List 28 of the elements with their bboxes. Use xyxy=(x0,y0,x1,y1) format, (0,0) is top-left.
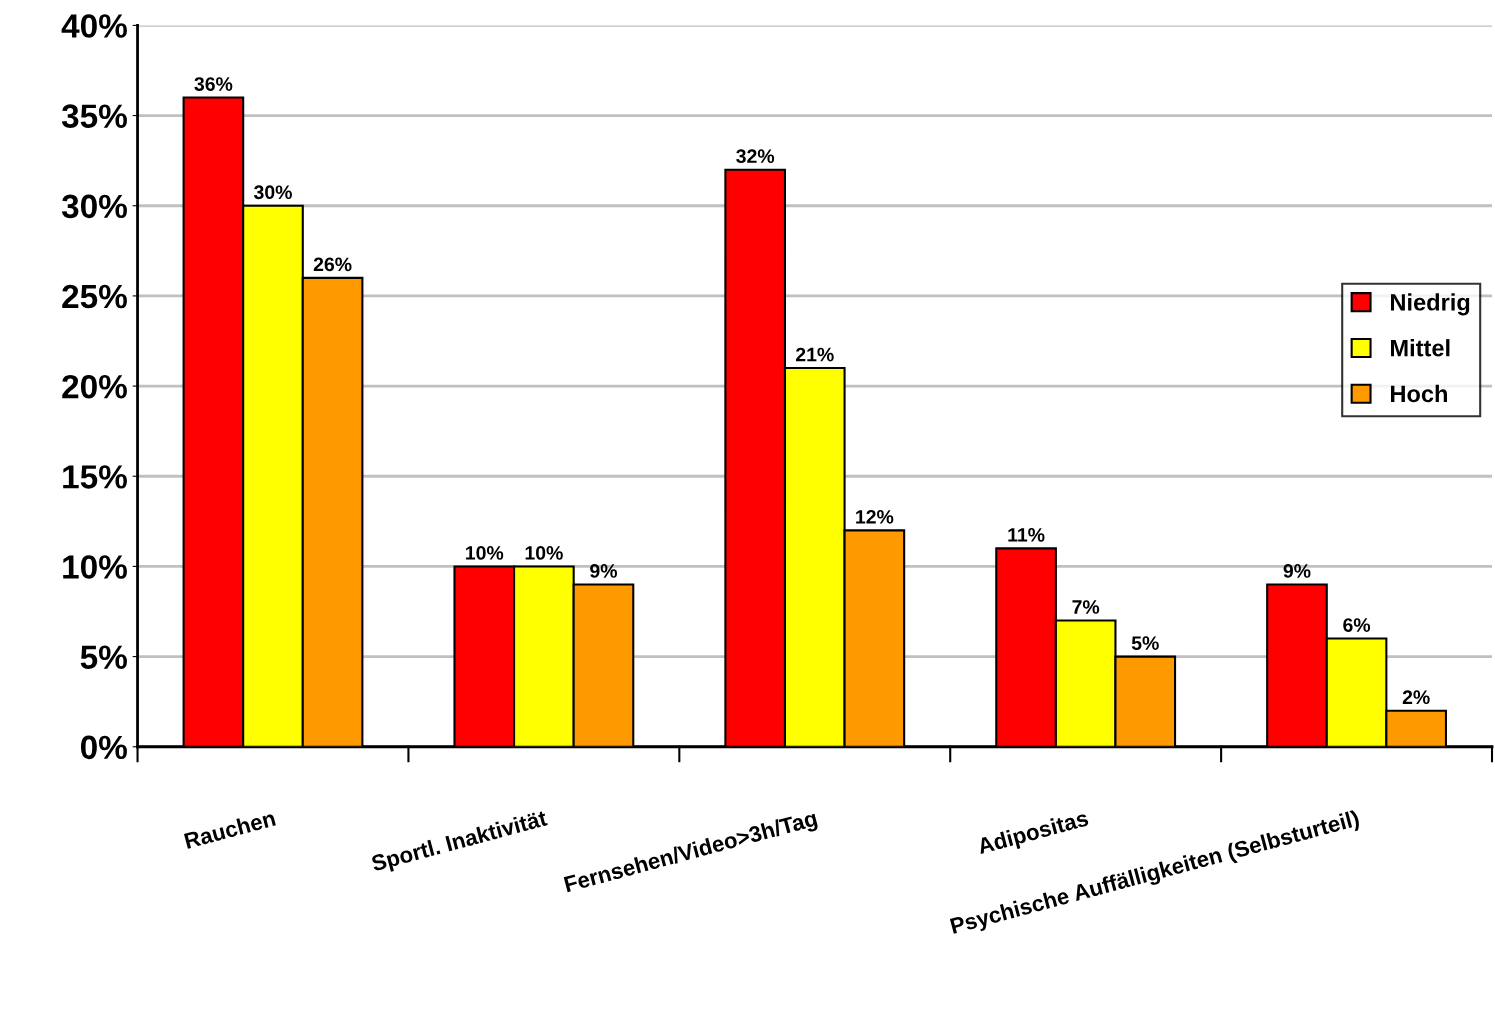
data-label: 10% xyxy=(525,546,563,560)
data-label: 9% xyxy=(1283,564,1311,578)
y-tick-label: 25% xyxy=(62,284,127,309)
data-label: 12% xyxy=(856,509,894,524)
x-tick-label: Rauchen xyxy=(183,809,276,849)
y-tick-label: 35% xyxy=(61,104,127,129)
data-label: 26% xyxy=(313,257,352,272)
data-label: 9% xyxy=(590,564,618,578)
legend-label: Mittel xyxy=(1391,339,1450,357)
y-tick-label: 30% xyxy=(61,194,127,219)
y-tick-label: 20% xyxy=(62,374,127,399)
data-label: 36% xyxy=(194,77,233,91)
data-label: 32% xyxy=(736,149,775,164)
data-label: 30% xyxy=(253,185,292,200)
y-tick-label: 40% xyxy=(61,14,127,38)
legend-label: Niedrig xyxy=(1391,293,1470,316)
y-tick-label: 15% xyxy=(63,465,127,489)
legend-label: Hoch xyxy=(1391,384,1447,403)
data-label: 21% xyxy=(795,347,834,362)
y-tick-label: 5% xyxy=(80,645,127,669)
data-label: 10% xyxy=(466,546,504,560)
data-label: 11% xyxy=(1008,528,1045,542)
data-label: 2% xyxy=(1402,690,1430,705)
data-label: 7% xyxy=(1072,600,1100,614)
y-tick-label: 0% xyxy=(80,735,127,760)
data-label: 6% xyxy=(1343,618,1371,632)
data-label: 5% xyxy=(1131,636,1159,650)
y-tick-label: 10% xyxy=(63,555,127,579)
